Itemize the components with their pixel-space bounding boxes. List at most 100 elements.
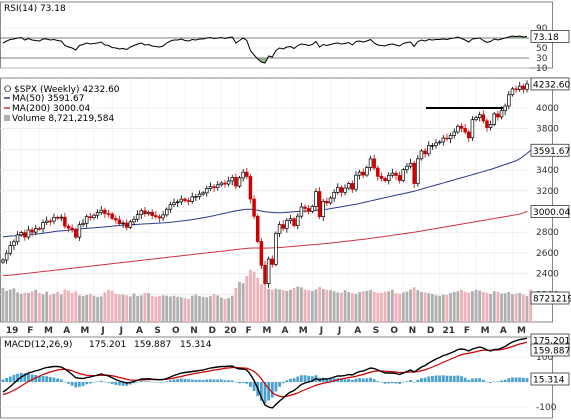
candle-body [52, 217, 56, 222]
price-tick-label: 2600 [536, 249, 559, 259]
rsi-panel [0, 1, 553, 69]
x-axis-label: M [517, 326, 526, 336]
volume-bar [230, 295, 234, 322]
volume-bar [270, 289, 274, 322]
macd-hist-bar [48, 377, 52, 382]
volume-bar [19, 293, 23, 322]
macd-hist-bar [194, 379, 198, 382]
candle-body [150, 211, 154, 216]
candle-body [514, 88, 518, 91]
macd-hist-bar [500, 380, 503, 382]
volume-bar [201, 296, 205, 322]
macd-hist-bar [150, 381, 154, 383]
macd-hist-bar [511, 377, 514, 382]
x-axis-label: M [262, 326, 271, 336]
volume-bar [358, 292, 362, 322]
volume-bar [321, 289, 325, 322]
volume-bar [372, 291, 376, 322]
volume-bar [485, 292, 489, 322]
macd-hist-bar [238, 382, 241, 384]
rsi-tick-label: 50 [536, 44, 548, 54]
macd-hist-bar [8, 376, 12, 382]
macd-hist-bar [63, 381, 67, 383]
candle-body [179, 198, 184, 203]
rsi-tick-label: 30 [536, 54, 548, 64]
candle-body [463, 128, 467, 133]
candle-body [437, 141, 442, 144]
candle-body [503, 105, 507, 112]
x-axis-label: O [172, 326, 180, 336]
volume-bar [99, 296, 103, 322]
macd-hist-bar [67, 382, 70, 384]
volume-bar [114, 293, 118, 322]
volume-bar [441, 294, 445, 322]
volume-bar [252, 271, 256, 322]
macd-hist-bar [460, 376, 463, 382]
volume-bar [227, 297, 231, 322]
candle-body [416, 158, 420, 184]
macd-hist-bar [5, 378, 9, 382]
candle-body [1, 259, 5, 263]
price-tick-label: 2800 [536, 228, 559, 238]
macd-hist-bar [394, 382, 398, 384]
macd-hist-value: 15.314 [180, 340, 212, 350]
macd-hist-bar [274, 382, 278, 392]
macd-hist-bar [219, 379, 223, 382]
macd-hist-bar [434, 375, 438, 382]
rsi-tick-label: 90 [536, 24, 548, 34]
volume-bar [452, 292, 456, 322]
volume-bar [318, 286, 321, 322]
candle-body [299, 206, 304, 217]
macd-hist-bar [165, 381, 169, 382]
volume-bar [460, 289, 463, 322]
volume-bar [416, 290, 420, 322]
macd-hist-bar [110, 382, 114, 384]
volume-bar [161, 295, 165, 322]
x-axis-label: 21 [442, 326, 455, 336]
macd-hist-bar [107, 382, 110, 383]
volume-bar [5, 290, 9, 322]
macd-hist-bar [518, 377, 522, 382]
candle-body [357, 171, 362, 176]
volume-bar [209, 296, 212, 322]
macd-line [2, 337, 528, 409]
macd-hist-bar [172, 379, 176, 382]
volume-bar [81, 296, 85, 322]
candle-body [397, 175, 402, 181]
x-axis-label: N [190, 326, 198, 336]
macd-hist-bar [289, 378, 292, 382]
x-axis-label: F [464, 326, 470, 336]
x-axis-label: J [319, 326, 323, 336]
macd-hist-bar [471, 378, 474, 382]
volume-legend-label: Volume 8,721,219,584 [12, 114, 114, 124]
volume-bar [187, 299, 190, 322]
macd-hist-bar [216, 379, 220, 382]
candle-body [296, 215, 300, 226]
volume-bar [347, 292, 351, 322]
candle-body [379, 175, 384, 179]
candle-body [99, 209, 103, 213]
price-tick-label: 2400 [536, 270, 559, 280]
volume-bar [88, 293, 92, 322]
candle-body [332, 192, 336, 199]
x-axis-label: J [100, 326, 104, 336]
rsi-title: RSI(14) 73.18 [4, 4, 66, 14]
volume-bar [394, 293, 398, 322]
candle-body [114, 218, 118, 221]
candle-body [44, 220, 49, 223]
macd-hist-bar [241, 382, 245, 383]
volume-bar [285, 290, 289, 322]
macd-hist-bar [340, 379, 343, 382]
volume-bar [474, 289, 478, 322]
macd-hist-bar [147, 381, 150, 382]
candle-body [106, 213, 111, 215]
volume-bar [172, 295, 176, 322]
candle-body [77, 224, 82, 238]
volume-bar [103, 292, 107, 322]
macd-hist-bar [252, 382, 256, 391]
candle-body [419, 150, 424, 160]
volume-bar [467, 292, 471, 322]
candle-body [255, 215, 260, 242]
macd-hist-bar [143, 381, 147, 382]
volume-bar [198, 296, 201, 322]
